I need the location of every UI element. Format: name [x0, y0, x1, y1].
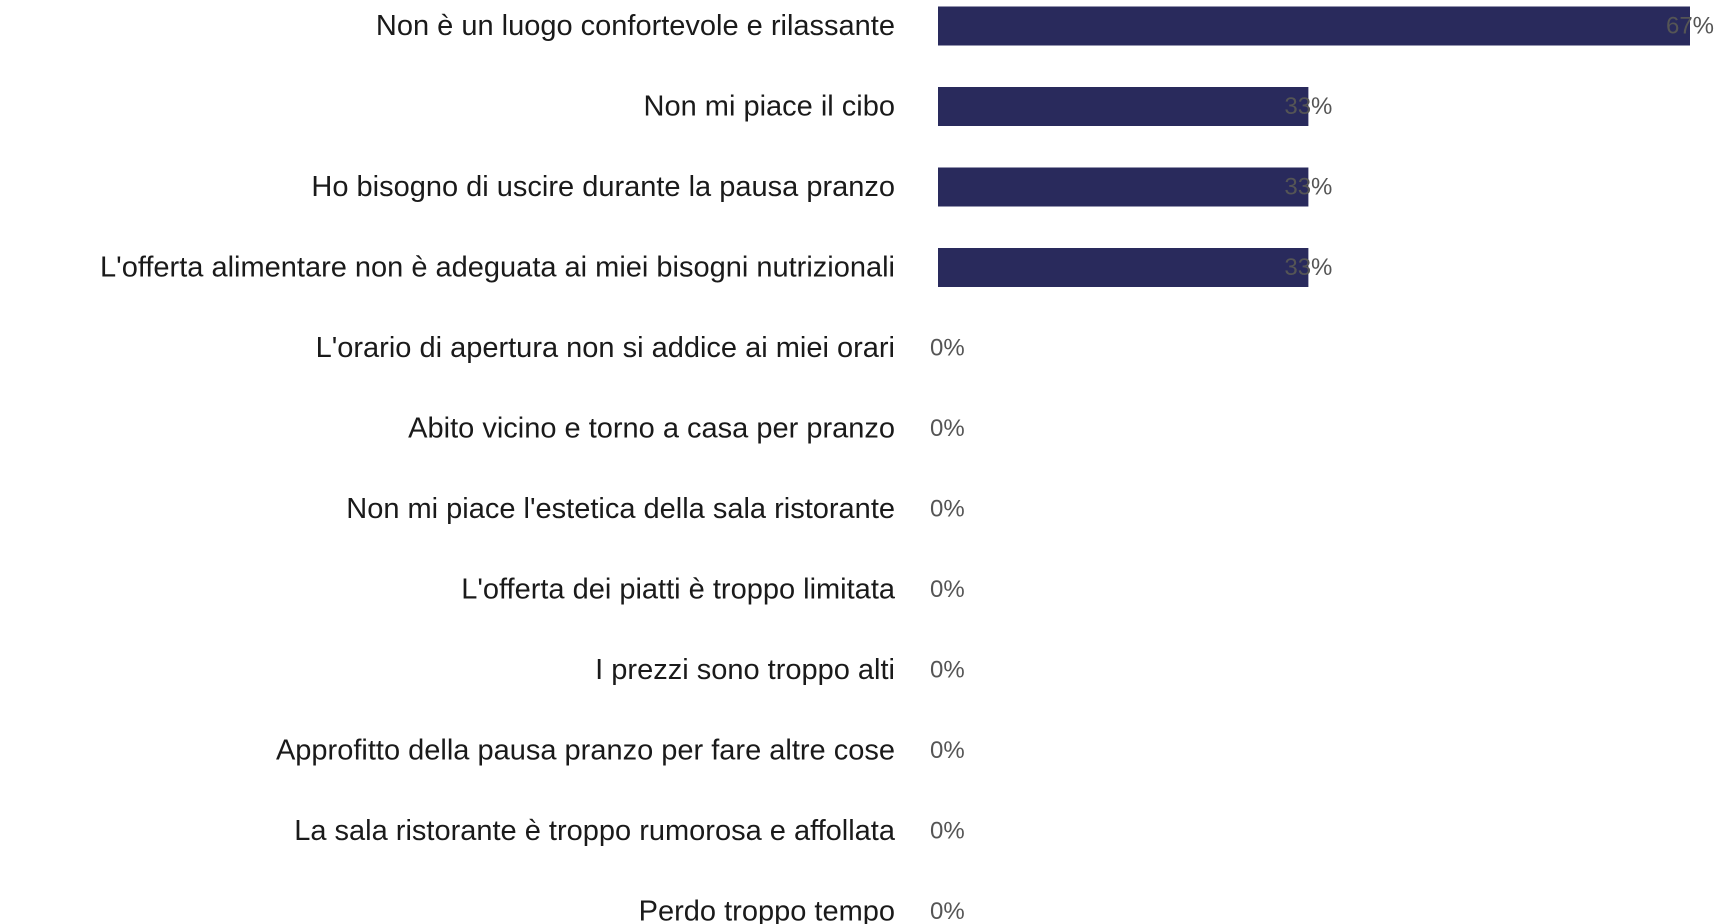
- bar: [938, 87, 1309, 126]
- category-label: L'offerta dei piatti è troppo limitata: [461, 574, 896, 606]
- value-labels: 67% 33% 33% 33% 0% 0% 0% 0% 0% 0% 0% 0%: [930, 13, 1714, 924]
- value-label: 33%: [1284, 93, 1332, 120]
- category-label: Non mi piace il cibo: [644, 91, 895, 123]
- value-label: 0%: [930, 335, 965, 362]
- value-label: 33%: [1284, 174, 1332, 201]
- category-label: Non è un luogo confortevole e rilassante: [376, 10, 895, 42]
- bar: [938, 248, 1309, 287]
- value-label: 0%: [930, 818, 965, 845]
- category-label: I prezzi sono troppo alti: [595, 654, 895, 686]
- category-labels: Non è un luogo confortevole e rilassante…: [100, 10, 896, 924]
- category-label: L'orario di apertura non si addice ai mi…: [316, 332, 895, 364]
- value-label: 0%: [930, 496, 965, 523]
- category-label: La sala ristorante è troppo rumorosa e a…: [294, 815, 896, 847]
- category-label: Approfitto della pausa pranzo per fare a…: [276, 735, 895, 767]
- value-label: 67%: [1666, 13, 1714, 40]
- bar: [938, 6, 1690, 46]
- category-label: Perdo troppo tempo: [639, 896, 895, 924]
- value-label: 0%: [930, 657, 965, 684]
- value-label: 0%: [930, 415, 965, 442]
- category-label: Non mi piace l'estetica della sala risto…: [346, 493, 895, 525]
- category-label: Ho bisogno di uscire durante la pausa pr…: [311, 171, 895, 203]
- value-label: 0%: [930, 576, 965, 603]
- category-label: Abito vicino e torno a casa per pranzo: [408, 413, 895, 445]
- category-label: L'offerta alimentare non è adeguata ai m…: [100, 252, 895, 284]
- bars-layer: [938, 6, 1690, 287]
- value-label: 0%: [930, 898, 965, 924]
- bar: [938, 167, 1309, 207]
- value-label: 0%: [930, 737, 965, 764]
- value-label: 33%: [1284, 254, 1332, 281]
